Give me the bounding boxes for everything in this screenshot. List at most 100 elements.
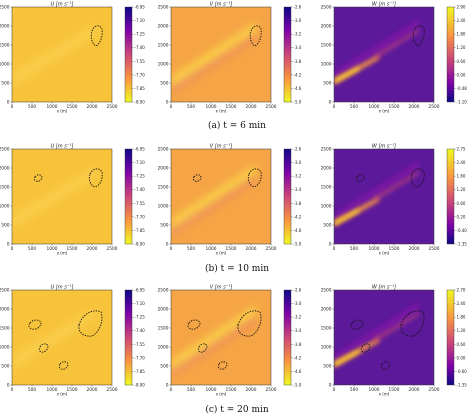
colorbar-tick-label: -1.35 bbox=[457, 383, 468, 388]
x-tick-label: 1500 bbox=[67, 387, 78, 393]
plume-dark bbox=[334, 18, 419, 80]
y-tick-label: 2500 bbox=[321, 288, 332, 294]
x-tick-label: 0 bbox=[170, 246, 173, 252]
y-tick-label: 0 bbox=[7, 242, 10, 248]
x-tick-label: 0 bbox=[333, 104, 336, 110]
x-tick-label: 2500 bbox=[266, 246, 277, 252]
colorbar-tick-label: -7.85 bbox=[135, 86, 146, 91]
x-tick-label: 0 bbox=[170, 387, 173, 393]
panel-c-w: W [m s⁻¹] 0 500 1000 1500 2000 2500 x (m) 0 500 10… bbox=[321, 285, 468, 397]
x-tick-label: 2500 bbox=[429, 387, 440, 393]
y-tick-label: 1000 bbox=[0, 204, 10, 210]
plume-wave bbox=[374, 311, 419, 344]
colorbar-tick-label: -0.60 bbox=[457, 369, 468, 374]
x-tick-label: 2500 bbox=[266, 104, 277, 110]
colorbar-tick-label: -7.10 bbox=[135, 301, 146, 306]
y-tick-label: 1000 bbox=[158, 62, 169, 68]
colorbar-tick-label: 2.70 bbox=[457, 288, 466, 293]
plume-shadow bbox=[171, 34, 256, 96]
colorbar bbox=[446, 6, 455, 103]
panel-title: U [m s⁻¹] bbox=[51, 2, 74, 8]
y-tick-label: 1500 bbox=[0, 43, 10, 49]
colorbar-tick-label: -7.70 bbox=[135, 72, 146, 77]
plume-shadow bbox=[171, 317, 256, 379]
x-tick-label: 0 bbox=[11, 104, 14, 110]
panel-b-v: V [m s⁻¹] 0 500 1000 1500 2000 2500 x (m) 0 500 10… bbox=[158, 144, 302, 256]
y-tick-label: 1500 bbox=[158, 185, 169, 191]
y-tick-label: 1500 bbox=[321, 185, 332, 191]
obstacle-contour bbox=[249, 25, 262, 47]
x-tick-label: 2500 bbox=[107, 246, 118, 252]
colorbar-tick-label: -4.2 bbox=[294, 214, 302, 219]
y-tick-label: 0 bbox=[7, 100, 10, 106]
x-tick-label: 2000 bbox=[87, 104, 98, 110]
obstacle-contour bbox=[237, 310, 262, 337]
x-tick-label: 1000 bbox=[47, 246, 58, 252]
y-tick-label: 2500 bbox=[0, 147, 10, 153]
x-tick-label: 1000 bbox=[369, 246, 380, 252]
colorbar-tick-label: 2.75 bbox=[457, 147, 466, 152]
panel-title: U [m s⁻¹] bbox=[51, 285, 74, 291]
x-tick-label: 500 bbox=[28, 387, 36, 393]
colorbar-tick-label: -6.95 bbox=[135, 5, 146, 10]
x-tick-label: 500 bbox=[350, 104, 358, 110]
colorbar bbox=[283, 6, 292, 103]
obstacle-contour bbox=[90, 25, 103, 47]
obstacle-contour bbox=[360, 343, 371, 353]
x-tick-label: 1000 bbox=[369, 104, 380, 110]
x-tick-label: 1500 bbox=[389, 104, 400, 110]
plume-core bbox=[334, 208, 359, 226]
colorbar-tick-label: -8.00 bbox=[135, 383, 146, 388]
plot-frame bbox=[170, 289, 272, 386]
colorbar-tick-label: 2.40 bbox=[457, 301, 466, 306]
obstacle-contour bbox=[187, 319, 201, 330]
x-axis-label: x (m) bbox=[216, 392, 227, 397]
panel-title: W [m s⁻¹] bbox=[372, 144, 396, 150]
colorbar-tick-label: 2.90 bbox=[457, 5, 466, 10]
y-tick-label: 2000 bbox=[158, 24, 169, 30]
panel-title: V [m s⁻¹] bbox=[210, 144, 233, 150]
y-tick-label: 500 bbox=[160, 81, 168, 87]
colorbar-tick-label: -0.40 bbox=[457, 228, 468, 233]
plume-band bbox=[12, 307, 97, 371]
y-tick-label: 500 bbox=[323, 223, 331, 229]
x-tick-label: 0 bbox=[11, 387, 14, 393]
x-tick-label: 500 bbox=[28, 246, 36, 252]
colorbar-tick-label: -8.00 bbox=[135, 242, 146, 247]
panel-title: W [m s⁻¹] bbox=[372, 2, 396, 8]
y-tick-label: 0 bbox=[166, 242, 169, 248]
x-tick-label: 2000 bbox=[409, 104, 420, 110]
colorbar-tick-label: -7.70 bbox=[135, 214, 146, 219]
obstacle-contour bbox=[412, 25, 425, 47]
x-tick-label: 2000 bbox=[409, 387, 420, 393]
x-tick-label: 1500 bbox=[389, 387, 400, 393]
y-tick-label: 2500 bbox=[158, 5, 169, 11]
colorbar-tick-label: -8.00 bbox=[135, 100, 146, 105]
x-tick-label: 1000 bbox=[206, 246, 217, 252]
plume-core bbox=[334, 349, 359, 367]
x-tick-label: 1500 bbox=[389, 246, 400, 252]
panel-title: W [m s⁻¹] bbox=[372, 285, 396, 291]
plot-frame bbox=[170, 6, 272, 103]
colorbar-tick-label: -4.2 bbox=[294, 355, 302, 360]
obstacle-contour bbox=[350, 319, 364, 330]
obstacle-contour bbox=[58, 361, 69, 370]
colorbar-tick-label: -7.10 bbox=[135, 18, 146, 23]
x-tick-label: 1000 bbox=[369, 387, 380, 393]
y-tick-label: 1500 bbox=[158, 326, 169, 332]
x-tick-label: 2000 bbox=[87, 246, 98, 252]
colorbar-tick-label: -3.0 bbox=[294, 301, 302, 306]
colorbar-tick-label: -7.25 bbox=[135, 174, 146, 179]
y-tick-label: 0 bbox=[329, 383, 332, 389]
x-tick-label: 0 bbox=[333, 387, 336, 393]
y-tick-label: 2000 bbox=[0, 307, 10, 313]
obstacle-contour bbox=[197, 343, 208, 353]
x-axis-label: x (m) bbox=[379, 251, 390, 256]
y-tick-label: 1000 bbox=[0, 345, 10, 351]
colorbar-tick-label: -7.25 bbox=[135, 315, 146, 320]
x-tick-label: 0 bbox=[333, 246, 336, 252]
colorbar-tick-label: -4.6 bbox=[294, 369, 302, 374]
colorbar-tick-label: -5.0 bbox=[294, 100, 302, 105]
x-tick-label: 2500 bbox=[429, 246, 440, 252]
colorbar-tick-label: -2.6 bbox=[294, 147, 302, 152]
